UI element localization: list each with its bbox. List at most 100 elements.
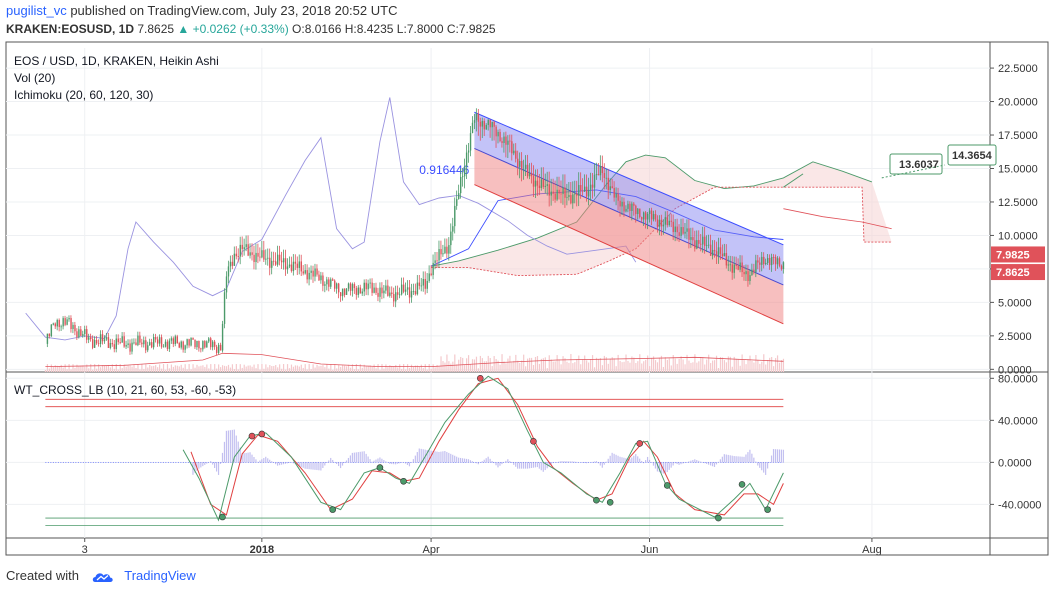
volume-bar xyxy=(62,367,64,372)
volume-bar xyxy=(178,366,180,372)
candle-body xyxy=(668,220,671,226)
volume-bar xyxy=(361,367,363,372)
candle-body xyxy=(223,292,226,324)
volume-bar xyxy=(214,364,216,372)
candle-body xyxy=(66,319,68,325)
volume-bar xyxy=(639,354,641,372)
volume-bar xyxy=(737,359,739,372)
candle-body xyxy=(332,279,334,281)
candle-body xyxy=(739,262,741,270)
volume-bar xyxy=(670,365,672,372)
candle-body xyxy=(639,208,641,218)
candle-body xyxy=(631,203,633,211)
cross-point xyxy=(219,513,226,521)
volume-bar xyxy=(306,369,308,372)
volume-bar xyxy=(149,364,151,372)
volume-bar xyxy=(591,355,594,372)
time-tick-label: 2018 xyxy=(250,544,274,556)
candle-body xyxy=(137,335,139,346)
volume-bar xyxy=(745,364,747,372)
volume-bar xyxy=(609,358,611,372)
volume-bar xyxy=(782,358,785,372)
candle-body xyxy=(259,256,261,258)
volume-bar xyxy=(330,364,332,372)
candle-body xyxy=(680,227,682,236)
candle-body xyxy=(670,220,672,222)
candle-body xyxy=(381,287,383,294)
candle-body xyxy=(194,339,196,348)
author-link[interactable]: pugilist_vc xyxy=(6,3,67,18)
candle-body xyxy=(755,260,757,273)
volume-bar xyxy=(432,364,434,372)
regression-channel: 0.916446 xyxy=(419,111,784,325)
cross-point xyxy=(400,477,407,485)
candle-body xyxy=(80,329,82,336)
cross-point xyxy=(636,440,643,447)
candle-body xyxy=(574,193,576,195)
volume-bar xyxy=(168,368,171,372)
candle-body xyxy=(761,256,763,265)
candle-body xyxy=(641,217,643,220)
candle-body xyxy=(273,260,275,262)
candle-body xyxy=(267,257,269,259)
volume-bar xyxy=(192,364,194,372)
volume-bar xyxy=(64,364,66,372)
channel-upper-fill xyxy=(474,112,784,285)
tradingview-cloud-icon[interactable] xyxy=(91,570,115,584)
tradingview-link[interactable]: TradingView xyxy=(124,568,196,583)
volume-bar xyxy=(405,369,407,372)
volume-bar xyxy=(773,366,775,372)
candle-body xyxy=(414,291,417,295)
volume-bar xyxy=(599,358,602,372)
volume-bar xyxy=(153,365,155,372)
candle-body xyxy=(743,272,745,275)
candle-body xyxy=(597,174,600,176)
time-axis: 3 2018 Apr Jun Aug xyxy=(82,538,882,556)
volume-bar xyxy=(367,365,369,372)
candle-body xyxy=(229,261,232,267)
volume-bar xyxy=(554,361,556,372)
candle-body xyxy=(676,226,678,233)
volume-bar xyxy=(434,367,436,372)
volume-bar xyxy=(353,369,356,372)
candle-body xyxy=(153,336,155,348)
volume-bar xyxy=(759,363,761,372)
high-label: H: xyxy=(344,22,357,36)
volume-bar xyxy=(359,364,361,372)
volume-bar xyxy=(739,365,741,372)
volume-bar xyxy=(511,362,513,372)
candle-body xyxy=(654,214,657,220)
candle-body xyxy=(170,338,173,341)
volume-bar xyxy=(767,360,769,372)
volume-bar xyxy=(155,365,157,372)
candle-body xyxy=(99,334,102,344)
volume-bar xyxy=(467,355,470,372)
volume-bar xyxy=(424,364,426,372)
candle-body xyxy=(172,338,175,345)
candle-body xyxy=(162,346,165,348)
volume-bar xyxy=(97,364,100,372)
last-price: 7.8625 xyxy=(137,22,175,36)
volume-bar xyxy=(263,368,265,372)
candle-body xyxy=(595,174,598,175)
oscillator-tick-label: 0.0000 xyxy=(998,457,1032,469)
candle-body xyxy=(491,121,493,128)
volume-bar xyxy=(365,366,367,372)
volume-bar xyxy=(328,368,330,372)
volume-bar xyxy=(418,366,420,372)
volume-bar xyxy=(672,355,674,372)
volume-bar xyxy=(576,359,578,372)
candle-body xyxy=(759,262,761,265)
volume-bar xyxy=(265,364,267,372)
volume-bar xyxy=(251,366,253,372)
candle-body xyxy=(143,340,145,345)
candle-body xyxy=(643,212,645,220)
volume-bar xyxy=(483,361,485,372)
volume-bar xyxy=(625,354,627,372)
price-tick-label: 22.5000 xyxy=(998,63,1038,75)
cross-point xyxy=(376,464,384,471)
candle-body xyxy=(133,342,135,344)
volume-bar xyxy=(769,357,771,372)
volume-bar xyxy=(422,368,424,372)
